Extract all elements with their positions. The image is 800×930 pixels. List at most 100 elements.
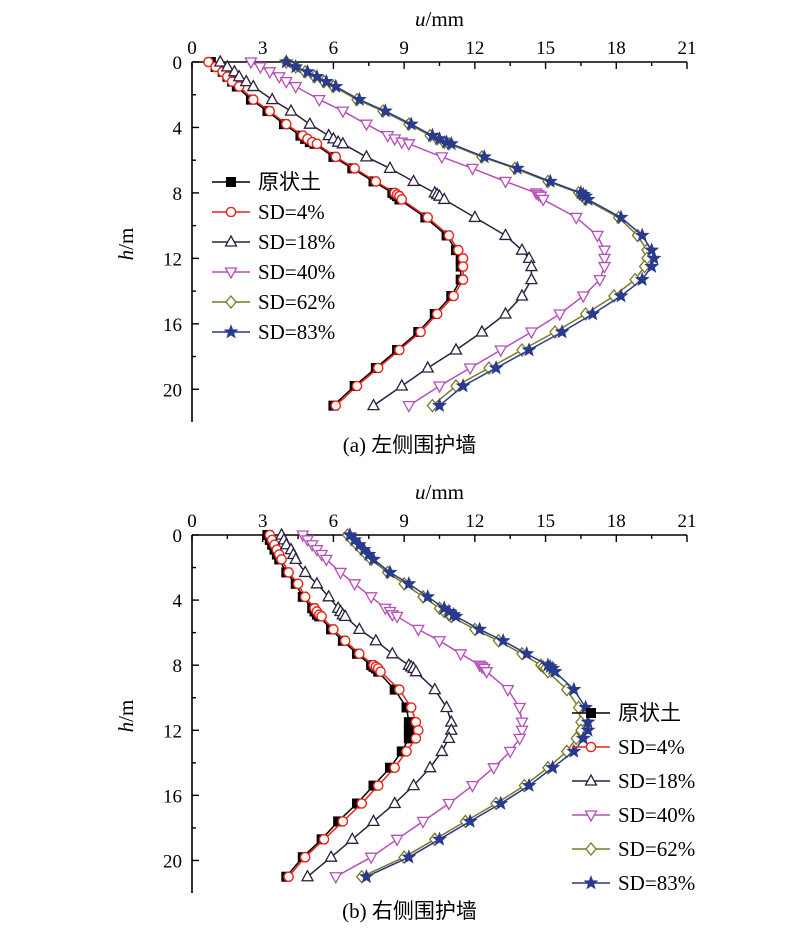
data-point <box>634 271 650 286</box>
data-point <box>283 567 294 578</box>
data-point <box>462 813 478 828</box>
data-point <box>244 57 258 70</box>
data-point <box>431 308 443 320</box>
data-point <box>278 54 294 69</box>
data-point <box>542 173 558 188</box>
data-point <box>613 288 629 303</box>
data-point <box>545 759 561 775</box>
data-point <box>364 592 378 605</box>
data-point <box>372 780 384 791</box>
data-point <box>521 342 537 357</box>
data-point <box>402 400 416 413</box>
legend-marker <box>584 773 598 786</box>
data-point <box>524 327 539 340</box>
legend-label: SD=83% <box>258 320 335 344</box>
legend-marker <box>585 741 597 753</box>
legend-marker <box>224 267 238 280</box>
data-point <box>351 91 367 106</box>
legend-label: SD=40% <box>258 260 335 284</box>
data-point <box>349 163 360 174</box>
series-3 <box>296 530 529 885</box>
data-point <box>575 730 591 745</box>
data-point <box>203 56 214 68</box>
x-axis-variable: u <box>415 480 426 504</box>
x-tick-label: 15 <box>536 511 555 532</box>
data-point <box>411 624 425 637</box>
legend-label: SD=62% <box>618 837 695 861</box>
data-point <box>453 244 464 256</box>
data-point <box>410 733 422 744</box>
data-point <box>329 872 343 885</box>
data-point <box>395 378 409 391</box>
data-point <box>472 621 488 636</box>
data-point <box>644 258 660 273</box>
data-point <box>457 274 469 285</box>
legend-marker <box>223 324 239 339</box>
data-point <box>423 760 437 773</box>
x-tick-label: 9 <box>399 511 409 532</box>
data-point <box>276 554 287 565</box>
data-point <box>432 397 447 412</box>
y-tick-label: 4 <box>173 591 183 612</box>
data-point <box>547 663 563 679</box>
data-point <box>396 194 408 205</box>
data-point <box>300 869 315 882</box>
data-point <box>585 306 601 321</box>
x-tick-label: 6 <box>329 38 339 59</box>
legend-label: 原状土 <box>618 701 681 725</box>
data-point <box>370 176 382 187</box>
data-point <box>509 160 525 175</box>
data-point <box>406 174 421 187</box>
panel-a: 0 3 6 9 12 15 18 21 0 4 8 12 16 20 u/mm h/m 原状土 SD=4% SD=1… <box>114 7 697 457</box>
series-5 <box>278 54 662 412</box>
data-point <box>566 681 582 696</box>
data-point <box>359 119 374 132</box>
data-point <box>424 127 440 142</box>
data-point <box>428 682 442 695</box>
data-point <box>383 161 397 174</box>
legend-label: SD=40% <box>618 803 695 827</box>
data-point <box>444 722 458 735</box>
x-tick-label: 15 <box>536 38 555 59</box>
series-line <box>210 61 462 407</box>
y-tick-label: 12 <box>163 249 182 270</box>
data-point <box>576 291 590 304</box>
y-axis-unit: /m <box>114 228 138 250</box>
legend-label: SD=62% <box>258 290 335 314</box>
data-point <box>289 552 303 565</box>
x-tick-label: 12 <box>465 511 484 532</box>
x-axis-title: u/mm <box>415 480 464 504</box>
data-point <box>366 398 381 411</box>
data-point <box>554 324 570 339</box>
data-point <box>503 746 517 759</box>
data-point <box>597 253 612 266</box>
x-axis-variable: u <box>415 7 426 31</box>
series-0 <box>205 57 466 411</box>
y-tick-label: 8 <box>173 184 183 205</box>
data-point <box>385 646 399 659</box>
data-point <box>358 868 374 884</box>
data-point <box>416 816 430 829</box>
data-point <box>388 796 402 809</box>
series-1 <box>203 56 469 411</box>
legend-marker <box>586 708 596 718</box>
data-point <box>646 250 662 265</box>
data-point <box>366 814 381 827</box>
data-point <box>382 564 398 579</box>
data-point <box>475 324 489 337</box>
data-point <box>279 76 293 89</box>
data-point <box>312 94 326 107</box>
data-point <box>319 554 333 567</box>
data-point <box>289 81 303 94</box>
data-point <box>435 744 449 757</box>
data-point <box>580 191 596 206</box>
data-point <box>439 700 454 713</box>
x-axis-title: u/mm <box>415 7 464 31</box>
data-point <box>613 209 629 224</box>
legend-marker <box>585 841 597 857</box>
data-point <box>515 717 529 730</box>
data-point <box>328 624 339 635</box>
data-point <box>593 274 607 287</box>
data-point <box>521 777 537 792</box>
x-tick-label: 3 <box>258 38 268 59</box>
